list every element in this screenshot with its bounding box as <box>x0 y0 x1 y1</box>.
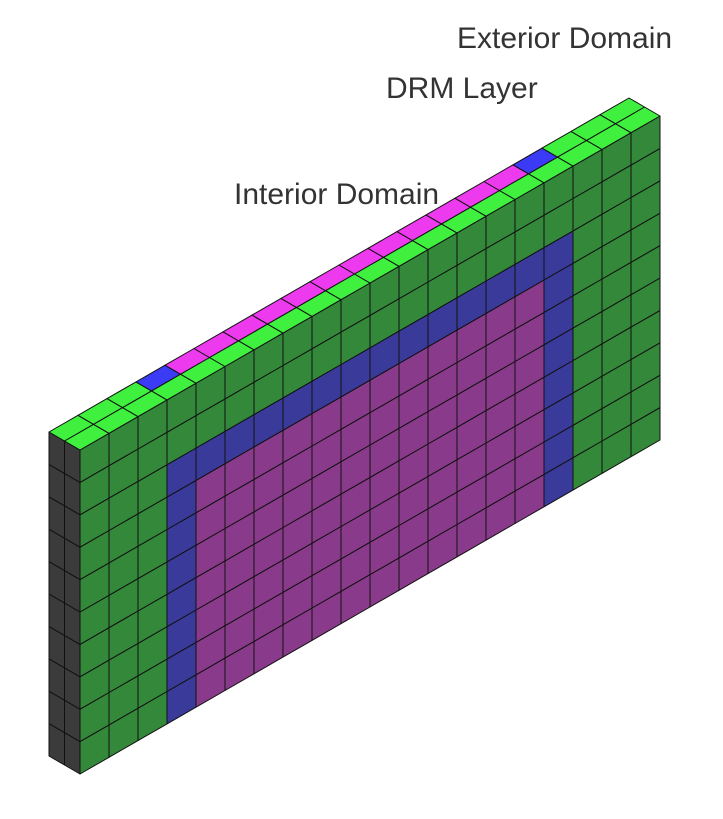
mesh-blocks <box>48 97 661 775</box>
drm-layer-label: DRM Layer <box>386 72 538 105</box>
diagram-labels: Exterior Domain DRM Layer Interior Domai… <box>234 22 672 211</box>
exterior-domain-label: Exterior Domain <box>457 22 672 55</box>
interior-domain-label: Interior Domain <box>234 178 439 211</box>
exterior-top-cell <box>599 97 645 125</box>
